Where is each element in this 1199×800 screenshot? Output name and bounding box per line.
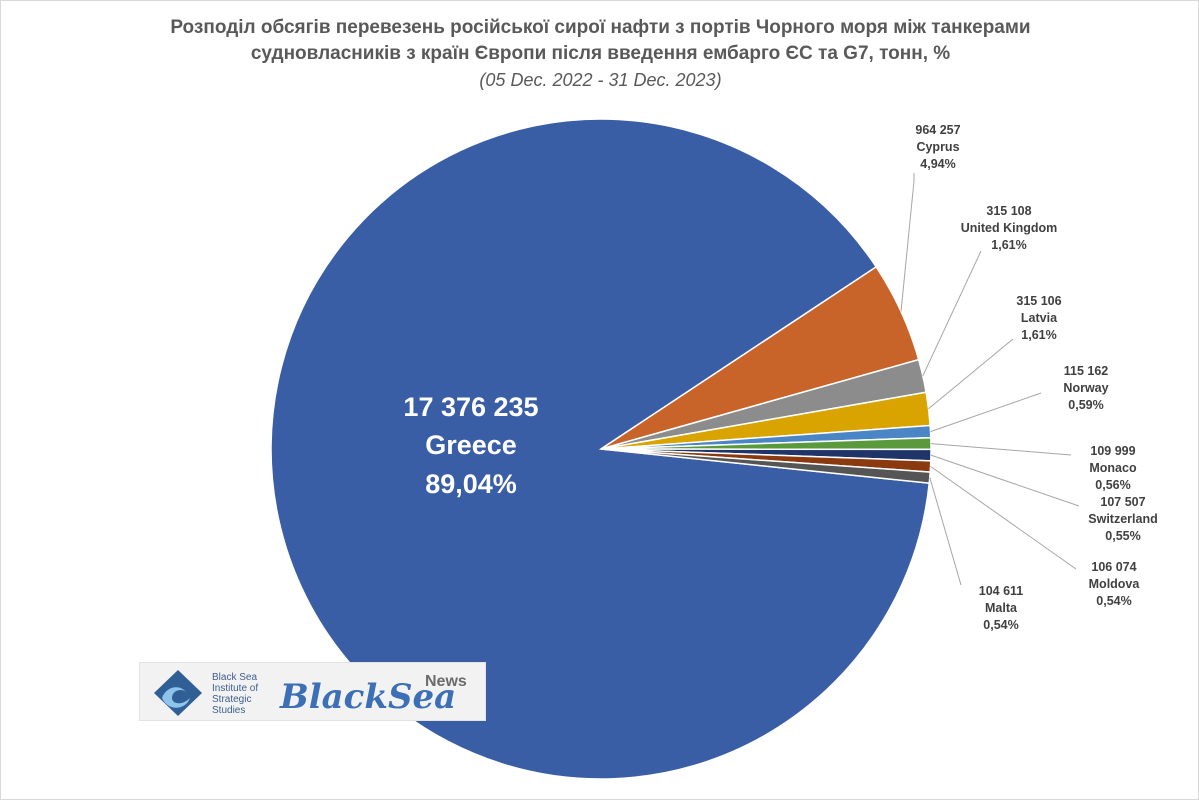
- monaco-percent-label: 0,56%: [1095, 478, 1130, 492]
- cyprus-name-label: Cyprus: [916, 140, 959, 154]
- norway-value-label: 115 162: [1064, 364, 1109, 378]
- greece-percent-label: 89,04%: [425, 469, 517, 499]
- news-brand: News: [425, 673, 467, 690]
- norway-percent-label: 0,59%: [1068, 398, 1103, 412]
- institute-name: Black Sea Institute of Strategic Studies: [212, 672, 259, 716]
- slice-labels: 17 376 235 Greece 89,04% 964 257 Cyprus 4,94%…: [403, 123, 1157, 632]
- switzerland-name-label: Switzerland: [1088, 512, 1157, 526]
- switzerland-percent-label: 0,55%: [1105, 529, 1140, 543]
- switzerland-value-label: 107 507: [1100, 495, 1145, 509]
- malta-name-label: Malta: [985, 601, 1018, 615]
- united-kingdom-value-label: 315 108: [986, 204, 1031, 218]
- chart-title-line-1: Розподіл обсягів перевезень російської с…: [170, 17, 1031, 38]
- moldova-value-label: 106 074: [1091, 560, 1136, 574]
- leader-line-latvia: [928, 338, 1014, 410]
- logo-banner: Black Sea Institute of Strategic Studies…: [139, 662, 486, 721]
- norway-name-label: Norway: [1063, 381, 1108, 395]
- malta-percent-label: 0,54%: [983, 618, 1018, 632]
- leader-line-cyprus: [900, 173, 915, 312]
- greece-value-label: 17 376 235: [403, 392, 538, 422]
- united-kingdom-name-label: United Kingdom: [961, 221, 1058, 235]
- latvia-value-label: 315 106: [1016, 294, 1061, 308]
- chart-subtitle: (05 Dec. 2022 - 31 Dec. 2023): [479, 70, 722, 90]
- leader-line-switzerland: [930, 454, 1080, 507]
- monaco-value-label: 109 999: [1090, 444, 1135, 458]
- malta-value-label: 104 611: [979, 584, 1024, 598]
- latvia-percent-label: 1,61%: [1021, 328, 1056, 342]
- leader-lines: [900, 173, 1080, 586]
- wave-logo-icon: [154, 670, 202, 716]
- chart-title-block: Розподіл обсягів перевезень російської с…: [1, 15, 1198, 93]
- leader-line-norway: [930, 392, 1042, 433]
- greece-name-label: Greece: [425, 430, 517, 460]
- moldova-percent-label: 0,54%: [1096, 594, 1131, 608]
- monaco-name-label: Monaco: [1089, 461, 1137, 475]
- pie-slice-greece: [270, 118, 931, 780]
- moldova-name-label: Moldova: [1089, 577, 1141, 591]
- blacksea-brand: BlackSea: [280, 677, 457, 717]
- cyprus-value-label: 964 257: [915, 123, 960, 137]
- united-kingdom-percent-label: 1,61%: [991, 238, 1026, 252]
- latvia-name-label: Latvia: [1021, 311, 1058, 325]
- leader-line-moldova: [930, 465, 1077, 570]
- chart-title-line-2: судновласників з країн Європи після введ…: [250, 43, 951, 64]
- cyprus-percent-label: 4,94%: [920, 157, 955, 171]
- pie-slices: [270, 118, 932, 780]
- leader-line-united-kingdom: [922, 250, 982, 377]
- leader-line-monaco: [930, 443, 1072, 456]
- leader-line-malta: [929, 477, 962, 586]
